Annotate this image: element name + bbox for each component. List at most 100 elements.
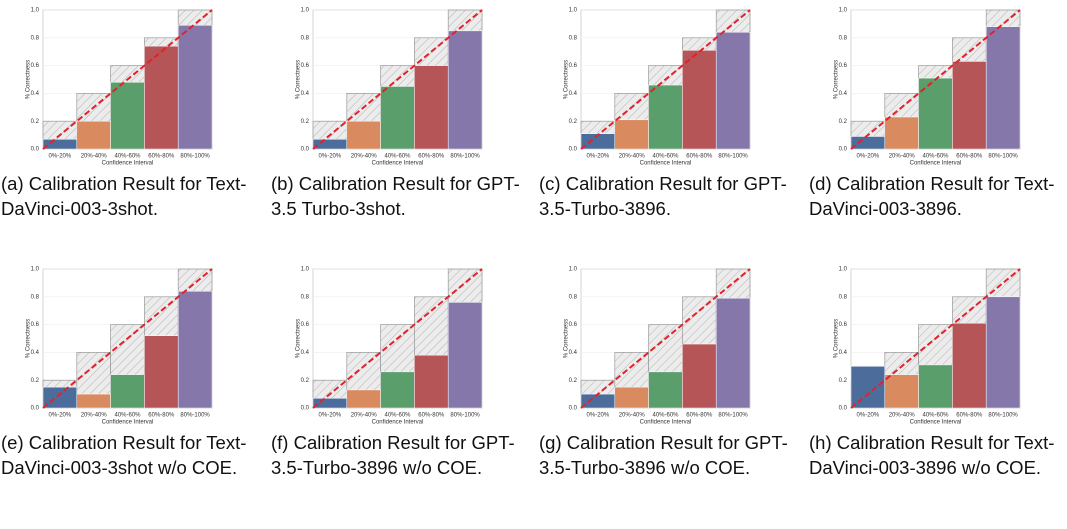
y-tick-label: 0.0 bbox=[569, 406, 578, 412]
bar bbox=[144, 335, 179, 409]
x-tick-label: 80%-100% bbox=[180, 413, 210, 419]
x-tick-label: 60%-80% bbox=[148, 413, 175, 419]
y-tick-label: 0.2 bbox=[839, 119, 848, 125]
x-tick-label: 20%-40% bbox=[81, 154, 108, 160]
y-tick-label: 0.8 bbox=[839, 294, 848, 300]
y-tick-label: 0.4 bbox=[569, 91, 578, 97]
y-tick-label: 0.0 bbox=[301, 406, 310, 412]
caption: (h) Calibration Result for Text-DaVinci-… bbox=[809, 432, 1055, 478]
y-tick-label: 0.8 bbox=[569, 35, 578, 41]
bar bbox=[414, 65, 449, 150]
bar bbox=[580, 393, 616, 409]
bar bbox=[76, 393, 111, 409]
bar bbox=[682, 50, 717, 150]
y-tick-label: 0.6 bbox=[301, 322, 310, 328]
diagonal bbox=[850, 9, 1021, 150]
x-tick-label: 60%-80% bbox=[148, 154, 175, 160]
bar bbox=[312, 139, 348, 150]
y-tick-label: 1.0 bbox=[301, 8, 310, 14]
x-tick-label: 80%-100% bbox=[450, 413, 480, 419]
bar bbox=[715, 31, 751, 150]
x-axis-label: Confidence Interval bbox=[102, 161, 154, 167]
x-tick-label: 60%-80% bbox=[686, 413, 713, 419]
x-axis-label: Confidence Interval bbox=[372, 161, 424, 167]
x-tick-label: 40%-60% bbox=[384, 154, 411, 160]
y-tick-label: 0.4 bbox=[839, 350, 848, 356]
y-tick-label: 1.0 bbox=[839, 8, 848, 14]
diagonal bbox=[42, 268, 213, 409]
caption: (a) Calibration Result for Text-DaVinci-… bbox=[1, 173, 247, 219]
bar bbox=[985, 26, 1021, 150]
x-tick-label: 40%-60% bbox=[652, 413, 679, 419]
diagonal bbox=[850, 268, 1021, 409]
y-tick-label: 0.0 bbox=[31, 147, 40, 153]
x-tick-label: 60%-80% bbox=[418, 154, 445, 160]
x-tick-label: 0%-20% bbox=[857, 413, 880, 419]
y-tick-label: 0.2 bbox=[569, 378, 578, 384]
diagonal bbox=[580, 9, 751, 150]
x-axis-label: Confidence Interval bbox=[102, 420, 154, 426]
x-tick-label: 0%-20% bbox=[319, 413, 342, 419]
x-tick-label: 20%-40% bbox=[889, 154, 916, 160]
bar bbox=[380, 371, 415, 409]
x-tick-label: 40%-60% bbox=[114, 154, 141, 160]
bar bbox=[850, 366, 886, 409]
x-axis-label: Confidence Interval bbox=[640, 420, 692, 426]
y-tick-label: 0.8 bbox=[31, 35, 40, 41]
x-tick-label: 20%-40% bbox=[889, 413, 916, 419]
caption: (g) Calibration Result for GPT-3.5-Turbo… bbox=[539, 432, 788, 478]
x-tick-label: 80%-100% bbox=[718, 154, 748, 160]
bar bbox=[177, 25, 213, 150]
bar bbox=[76, 120, 111, 150]
bar bbox=[648, 371, 683, 409]
y-axis-label: % Correctness bbox=[26, 319, 32, 358]
caption: (b) Calibration Result for GPT-3.5 Turbo… bbox=[271, 173, 520, 219]
x-tick-label: 40%-60% bbox=[922, 413, 949, 419]
diagonal bbox=[580, 268, 751, 409]
bar bbox=[414, 354, 449, 409]
bar bbox=[380, 86, 415, 150]
x-tick-label: 80%-100% bbox=[450, 154, 480, 160]
x-tick-label: 20%-40% bbox=[351, 154, 378, 160]
bar bbox=[952, 61, 987, 150]
x-tick-label: 80%-100% bbox=[988, 154, 1018, 160]
bar bbox=[447, 302, 483, 409]
bar bbox=[447, 30, 483, 150]
x-tick-label: 20%-40% bbox=[619, 154, 646, 160]
bar bbox=[884, 374, 919, 409]
y-tick-label: 1.0 bbox=[569, 267, 578, 273]
bar bbox=[850, 136, 886, 150]
bar bbox=[918, 364, 953, 409]
y-tick-label: 0.8 bbox=[301, 294, 310, 300]
x-tick-label: 0%-20% bbox=[587, 154, 610, 160]
x-tick-label: 60%-80% bbox=[418, 413, 445, 419]
x-axis-label: Confidence Interval bbox=[372, 420, 424, 426]
y-tick-label: 0.6 bbox=[31, 322, 40, 328]
x-tick-label: 80%-100% bbox=[988, 413, 1018, 419]
y-tick-label: 0.0 bbox=[839, 406, 848, 412]
x-tick-label: 20%-40% bbox=[619, 413, 646, 419]
y-tick-label: 0.8 bbox=[301, 35, 310, 41]
bar bbox=[614, 386, 649, 409]
y-tick-label: 0.2 bbox=[569, 119, 578, 125]
y-axis-label: % Correctness bbox=[834, 60, 840, 99]
x-tick-label: 0%-20% bbox=[49, 154, 72, 160]
caption: (c) Calibration Result for GPT-3.5-Turbo… bbox=[539, 173, 787, 219]
y-tick-label: 0.8 bbox=[839, 35, 848, 41]
x-tick-label: 60%-80% bbox=[956, 413, 983, 419]
bar bbox=[952, 322, 987, 409]
y-tick-label: 0.0 bbox=[301, 147, 310, 153]
y-tick-label: 1.0 bbox=[31, 267, 40, 273]
bar bbox=[312, 398, 348, 409]
y-tick-label: 0.2 bbox=[31, 119, 40, 125]
y-axis-label: % Correctness bbox=[296, 60, 302, 99]
bar bbox=[110, 82, 145, 150]
bar bbox=[715, 297, 751, 409]
y-axis-label: % Correctness bbox=[26, 60, 32, 99]
bar bbox=[346, 389, 381, 409]
bar bbox=[144, 45, 179, 150]
y-axis-label: % Correctness bbox=[834, 319, 840, 358]
caption: (d) Calibration Result for Text-DaVinci-… bbox=[809, 173, 1055, 219]
x-tick-label: 40%-60% bbox=[114, 413, 141, 419]
